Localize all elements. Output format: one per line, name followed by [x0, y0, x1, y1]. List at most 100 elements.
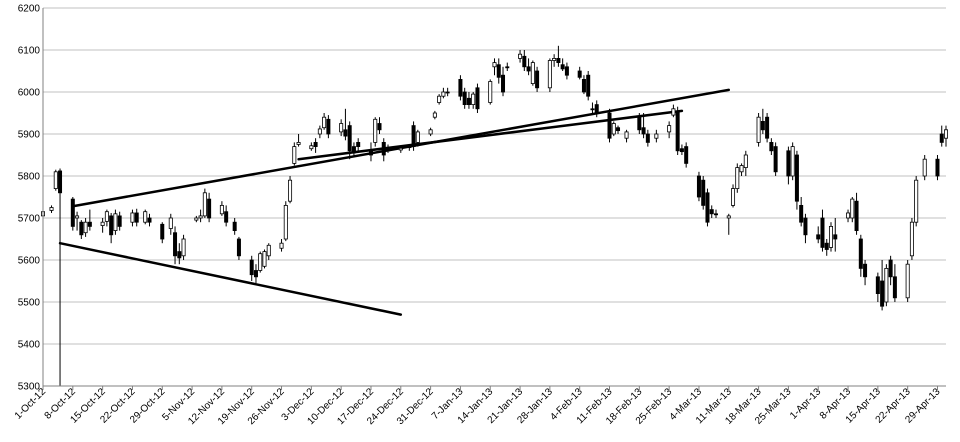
candle-body [863, 263, 868, 278]
candlestick [833, 218, 838, 252]
candle-body [654, 133, 659, 139]
candlestick [828, 222, 833, 252]
y-tick-label: 6100 [18, 46, 41, 57]
candlestick [377, 117, 382, 134]
candlestick [675, 106, 680, 155]
candlestick [914, 176, 919, 227]
candlestick [292, 142, 297, 166]
candlestick [492, 58, 497, 76]
y-tick-label: 5400 [18, 340, 41, 351]
candle-body [262, 251, 267, 267]
candlestick [462, 87, 467, 109]
candle-body [743, 154, 748, 169]
candle-body [594, 104, 599, 114]
candle-body [79, 221, 84, 236]
candle-body [386, 148, 391, 152]
candlestick [739, 163, 744, 176]
candle-body [586, 74, 591, 97]
candle-body [773, 146, 778, 173]
candlestick [888, 255, 893, 286]
candle-body [709, 209, 714, 215]
candlestick [773, 142, 778, 176]
candle-body [398, 147, 403, 151]
candlestick [858, 234, 863, 277]
candlestick [258, 251, 263, 273]
candle-body [407, 146, 412, 149]
candlestick [564, 62, 569, 80]
candlestick [236, 236, 241, 260]
x-axis-tick-labels: 1-Oct-128-Oct-1215-Oct-1222-Oct-1229-Oct… [13, 386, 943, 427]
candlestick [117, 211, 122, 231]
candlestick [445, 87, 450, 97]
candle-body [526, 66, 531, 72]
candle-body [296, 141, 301, 145]
candle-body [765, 116, 770, 139]
candle-body [351, 146, 356, 154]
candle-body [462, 91, 467, 105]
candlestick [249, 255, 254, 281]
candlestick [892, 264, 897, 302]
candlestick [109, 212, 114, 244]
candlestick [560, 58, 565, 71]
candle-body [377, 123, 382, 131]
candlestick [594, 100, 599, 118]
candlestick [518, 50, 523, 63]
y-tick-label: 5600 [18, 256, 41, 267]
candlestick [535, 66, 540, 92]
candlestick [505, 62, 510, 71]
candle-body [624, 131, 629, 139]
candlestick [458, 75, 463, 101]
candle-body [143, 211, 148, 223]
candlestick [875, 272, 880, 302]
candlestick [501, 66, 506, 97]
candlestick [684, 142, 689, 168]
candlestick [207, 192, 212, 223]
candle-body [322, 116, 327, 129]
y-tick-label: 6000 [18, 88, 41, 99]
candle-body [556, 58, 561, 64]
candle-body [283, 204, 288, 240]
candlestick [386, 144, 391, 153]
candlestick [177, 243, 182, 265]
candlestick [884, 264, 889, 307]
candle-body [875, 276, 880, 294]
candlestick [53, 169, 58, 191]
candle-body [147, 217, 152, 223]
candle-body [441, 91, 446, 97]
candlestick [232, 218, 237, 235]
candle-body [607, 112, 612, 139]
candlestick [373, 117, 378, 147]
candlestick [411, 121, 416, 151]
candle-body [705, 192, 710, 223]
candlestick [143, 209, 148, 225]
candle-body [560, 64, 565, 70]
candle-body [168, 217, 173, 229]
candle-body [522, 55, 527, 68]
candlestick [679, 144, 684, 155]
candle-body [888, 259, 893, 278]
candle-body [922, 158, 927, 177]
candlestick [581, 75, 586, 95]
candle-body [816, 234, 821, 240]
candlestick [309, 142, 314, 151]
candle-body [824, 242, 829, 250]
candlestick [756, 113, 761, 147]
candlestick [935, 155, 940, 181]
candle-body [713, 213, 718, 216]
candlestick [850, 197, 855, 223]
candlestick [100, 218, 105, 233]
candlestick [556, 45, 561, 67]
candlestick [347, 121, 352, 160]
candle-body [854, 200, 859, 231]
candlestick [83, 218, 88, 237]
candle-body [577, 70, 582, 78]
candlestick [786, 146, 791, 185]
candle-body [224, 211, 229, 223]
candle-body [475, 87, 480, 110]
candlestick [577, 66, 582, 80]
candle-body [820, 217, 825, 248]
candlestick [475, 83, 480, 113]
candle-body [428, 129, 433, 135]
candle-body [884, 267, 889, 303]
candlestick [194, 215, 199, 223]
